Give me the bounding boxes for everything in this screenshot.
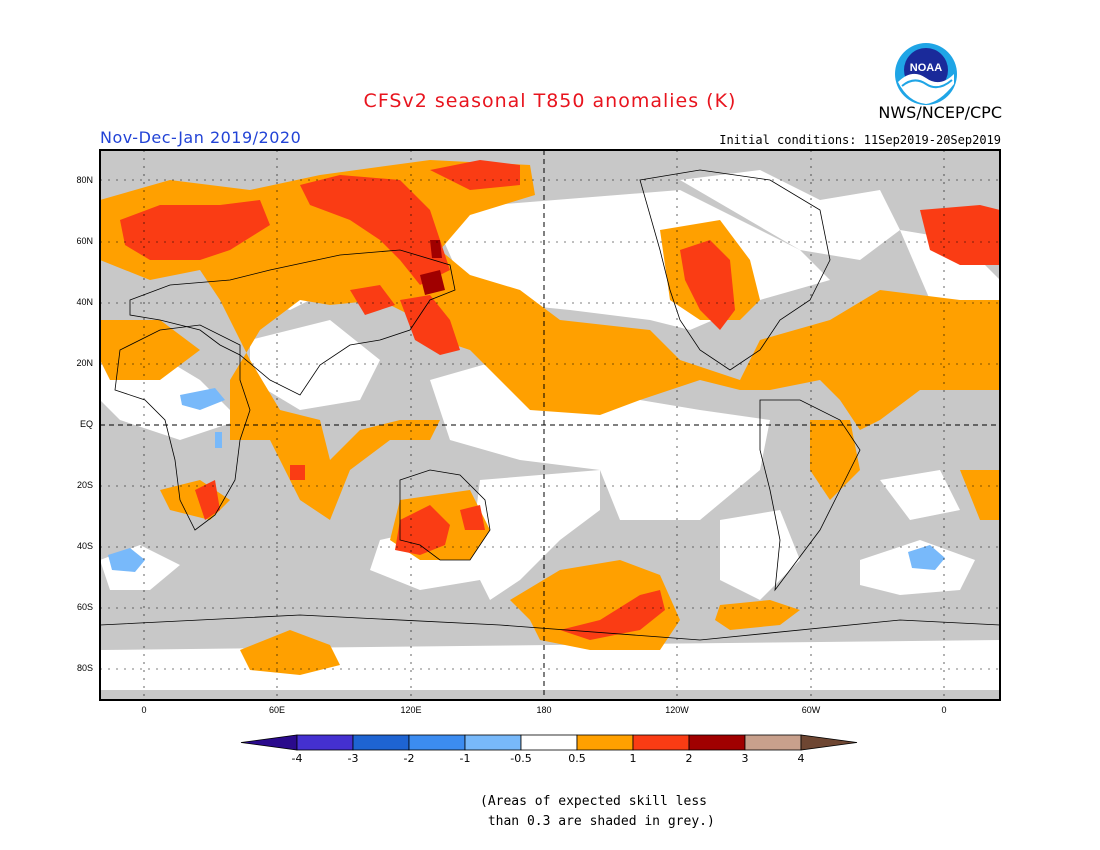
lat-label: 60N — [76, 236, 93, 246]
chart-title: CFSv2 seasonal T850 anomalies (K) — [363, 90, 737, 112]
legend-tick: -2 — [403, 752, 415, 765]
near-normal-areas — [100, 170, 1000, 690]
legend-tick: 1 — [629, 752, 637, 765]
agency-label: NWS/NCEP/CPC — [878, 103, 1002, 122]
logo-text: NOAA — [910, 62, 942, 74]
legend-tick: 0.5 — [568, 752, 586, 765]
season-label: Nov-Dec-Jan 2019/2020 — [100, 128, 302, 147]
equator-dateline — [100, 150, 1000, 700]
lon-label: 0 — [141, 705, 147, 715]
lat-label: 80N — [76, 175, 93, 185]
initial-conditions: Initial conditions: 11Sep2019-20Sep2019 — [719, 133, 1001, 147]
cool-anomaly--1--0-5 — [108, 388, 945, 572]
lon-label: 180 — [536, 705, 552, 715]
skill-note-line-2: than 0.3 are shaded in grey.) — [480, 814, 715, 829]
coastlines — [100, 169, 1000, 641]
legend-tick: -3 — [347, 752, 359, 765]
legend-tick: -4 — [291, 752, 303, 765]
lon-label: 120W — [665, 705, 689, 715]
grid-lines — [100, 150, 1000, 700]
lat-label: 60S — [76, 602, 93, 612]
lat-label: 20N — [76, 358, 93, 368]
lat-label: 80S — [76, 663, 93, 673]
lat-label: 20S — [76, 480, 93, 490]
legend-tick: -1 — [459, 752, 471, 765]
skill-note-line-1: (Areas of expected skill less — [480, 794, 707, 809]
lat-label: 40N — [76, 297, 93, 307]
skill-note: (Areas of expected skill less than 0.3 a… — [480, 792, 715, 832]
lat-label: 40S — [76, 541, 93, 551]
warm-anomaly-2-3 — [420, 240, 445, 295]
lon-label: 60W — [801, 705, 821, 715]
lon-label: 0 — [941, 705, 947, 715]
legend-tick: 3 — [741, 752, 749, 765]
lon-label: 120E — [400, 705, 422, 715]
warm-anomaly-1-2 — [120, 160, 1000, 640]
legend-tick: -0.5 — [510, 752, 532, 765]
lon-label: 60E — [268, 705, 285, 715]
noaa-logo: NOAA — [895, 43, 957, 105]
lat-label: EQ — [79, 419, 93, 429]
legend-tick: 4 — [797, 752, 805, 765]
legend-tick: 2 — [685, 752, 693, 765]
map-frame — [99, 149, 1001, 701]
